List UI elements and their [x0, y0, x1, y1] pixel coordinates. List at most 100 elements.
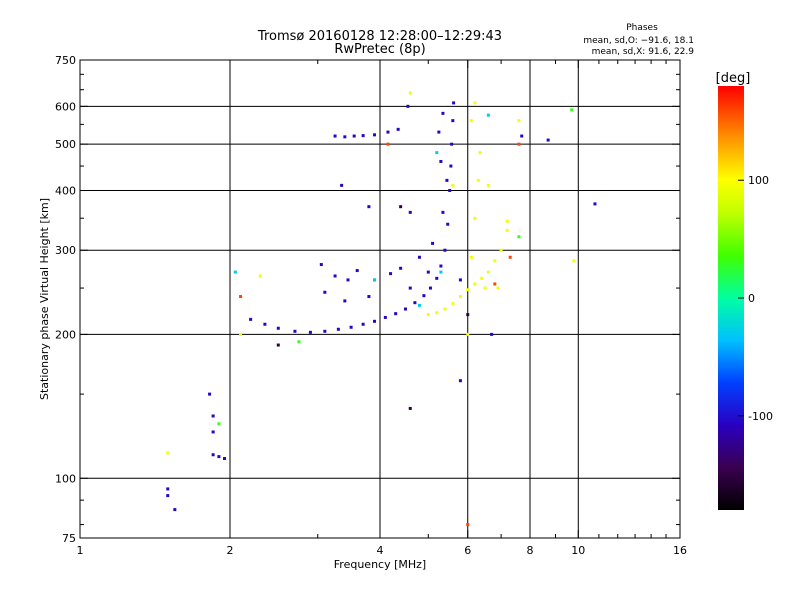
- x-tick-label: 16: [673, 544, 687, 557]
- data-point: [458, 379, 462, 383]
- data-point: [443, 248, 447, 252]
- data-point: [486, 113, 490, 117]
- stats-line-x: mean, sd,X: 91.6, 22.9: [592, 47, 695, 57]
- data-point: [499, 248, 503, 252]
- data-point: [373, 133, 377, 137]
- colorbar-label: [deg]: [716, 71, 751, 86]
- x-axis-label: Frequency [MHz]: [334, 558, 426, 571]
- data-point: [361, 134, 365, 138]
- y-tick-label: 400: [55, 184, 76, 197]
- data-point: [367, 205, 371, 209]
- colorbar-tick-label: 100: [748, 174, 769, 187]
- data-point: [340, 183, 344, 187]
- data-point: [394, 312, 398, 316]
- data-point: [239, 332, 243, 336]
- data-point: [386, 142, 390, 146]
- data-point: [480, 276, 484, 280]
- data-point: [389, 272, 393, 276]
- data-point: [399, 266, 403, 270]
- data-point: [343, 135, 347, 139]
- x-tick-label: 6: [464, 544, 471, 557]
- grid-lines: [80, 60, 680, 538]
- data-point: [308, 330, 312, 334]
- data-point: [483, 286, 487, 290]
- data-point: [490, 332, 494, 336]
- data-point: [458, 278, 462, 282]
- x-tick-label: 2: [227, 544, 234, 557]
- data-point: [422, 294, 426, 298]
- data-point: [249, 317, 253, 321]
- data-point: [570, 108, 574, 112]
- data-point: [450, 142, 454, 146]
- data-point: [352, 134, 356, 138]
- y-tick-label: 750: [55, 54, 76, 67]
- data-point: [439, 270, 443, 274]
- data-point: [449, 164, 453, 168]
- data-point: [323, 329, 327, 333]
- data-point: [166, 451, 170, 455]
- data-point: [435, 311, 439, 315]
- data-point: [211, 453, 215, 457]
- data-point: [417, 255, 421, 259]
- data-point: [173, 508, 177, 512]
- data-point: [373, 278, 377, 282]
- data-point: [441, 210, 445, 214]
- data-point: [572, 259, 576, 263]
- x-tick-label: 8: [527, 544, 534, 557]
- data-point: [505, 219, 509, 223]
- data-point: [233, 270, 237, 274]
- data-point: [493, 282, 497, 286]
- data-point: [437, 130, 441, 134]
- data-point: [466, 288, 470, 292]
- data-point: [336, 327, 340, 331]
- data-point: [593, 202, 597, 206]
- data-point: [458, 295, 462, 299]
- data-point: [239, 295, 243, 299]
- stats-line-o: mean, sd,O: −91.6, 18.1: [583, 36, 694, 46]
- data-point: [406, 104, 410, 108]
- data-point: [486, 183, 490, 187]
- data-point: [451, 302, 455, 306]
- data-point: [435, 151, 439, 155]
- data-point: [208, 392, 212, 396]
- data-point: [217, 422, 221, 426]
- data-point: [396, 127, 400, 131]
- data-point: [517, 142, 521, 146]
- data-point: [166, 494, 170, 498]
- data-point: [466, 313, 470, 317]
- y-tick-label: 75: [62, 532, 76, 545]
- data-point: [473, 216, 477, 220]
- data-point: [448, 188, 452, 192]
- y-tick-label: 500: [55, 138, 76, 151]
- data-point: [451, 119, 455, 123]
- data-point: [505, 228, 509, 232]
- data-point: [451, 183, 455, 187]
- data-point: [435, 276, 439, 280]
- data-point: [217, 455, 221, 459]
- data-point: [367, 295, 371, 299]
- data-point: [517, 119, 521, 123]
- data-point: [441, 111, 445, 115]
- data-point: [493, 259, 497, 263]
- data-point: [399, 205, 403, 209]
- data-point: [520, 134, 524, 138]
- data-point: [211, 414, 215, 418]
- data-point: [403, 307, 407, 311]
- data-point: [478, 151, 482, 155]
- chart-subtitle: RwPretec (8p): [334, 42, 425, 57]
- chart-title: Tromsø 20160128 12:28:00–12:29:43: [257, 29, 502, 44]
- x-tick-label: 10: [571, 544, 585, 557]
- data-point: [166, 487, 170, 491]
- data-point: [443, 307, 447, 311]
- data-point: [276, 343, 280, 347]
- y-tick-label: 600: [55, 100, 76, 113]
- x-tick-label: 4: [377, 544, 384, 557]
- y-tick-label: 300: [55, 244, 76, 257]
- x-tick-label: 1: [77, 544, 84, 557]
- colorbar-tick-label: -100: [748, 410, 773, 423]
- data-point: [349, 325, 353, 329]
- data-point: [386, 130, 390, 134]
- data-point: [473, 101, 477, 105]
- data-point: [476, 178, 480, 182]
